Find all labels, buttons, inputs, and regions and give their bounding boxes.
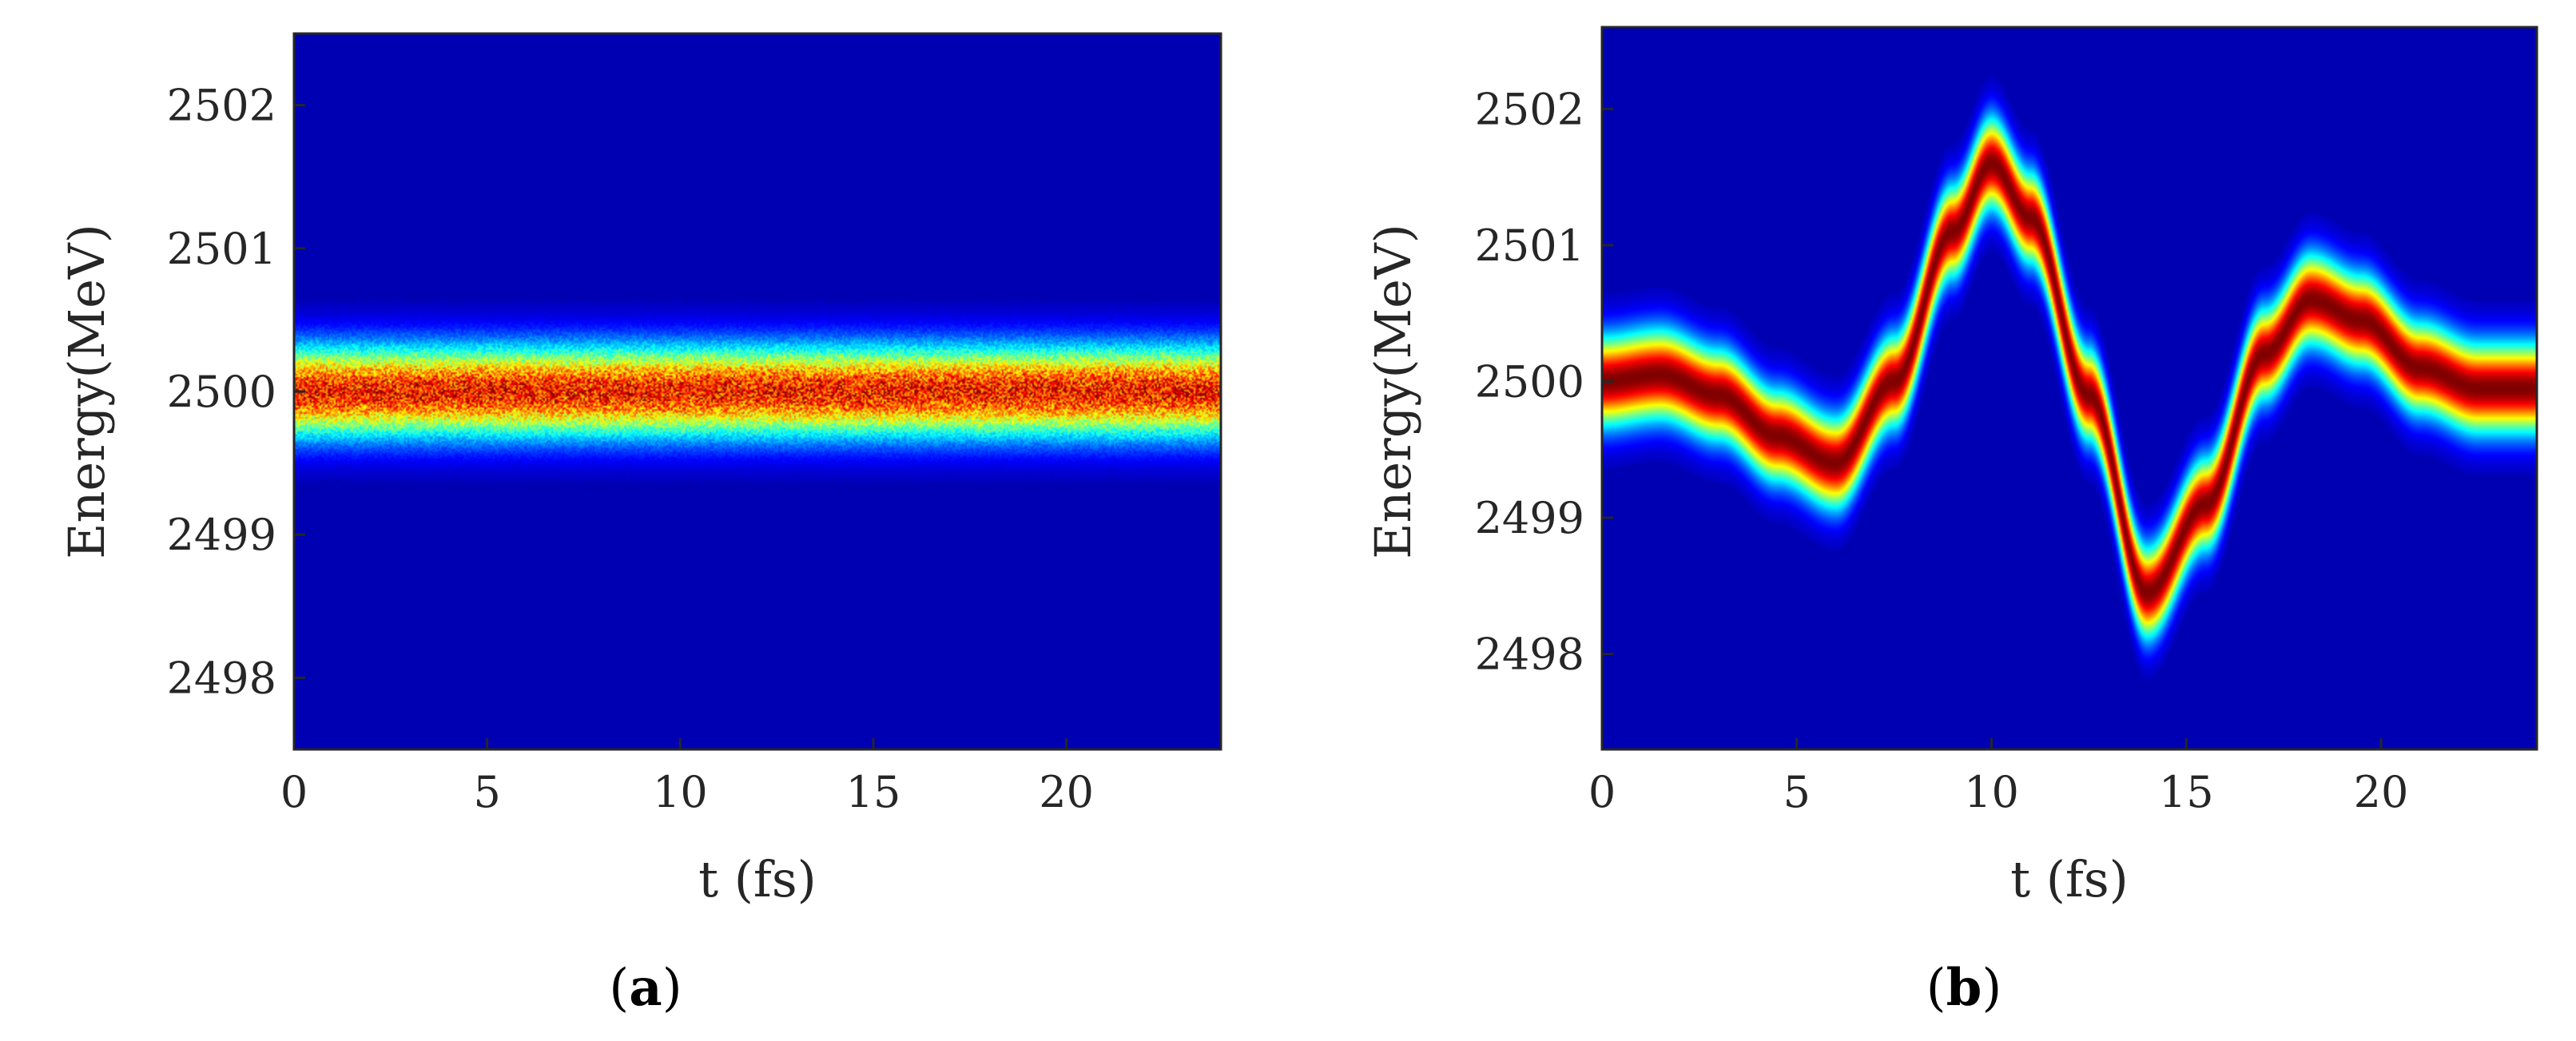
x-tick-label: 20 [2354,767,2409,817]
heatmap-image-b [1602,27,2537,749]
panel-b: 0 5 10 15 20 2498 2499 2500 2501 2502 t (fs) Ene… [1364,26,2538,1018]
y-tick-label: 2500 [1475,356,1584,407]
y-tick-label: 2501 [167,224,276,274]
heatmap-image-a [294,34,1221,749]
y-tick-label: 2499 [167,510,276,560]
x-tick-label: 10 [1964,767,2019,817]
y-ticks-b: 2498 2499 2500 2501 2502 [1475,84,1613,680]
y-ticks-a: 2498 2499 2500 2501 2502 [167,81,305,703]
x-axis-title-b: t (fs) [2010,850,2129,908]
panel-a: 0 5 10 15 20 2498 2499 2500 2501 2502 t (fs) Ene… [58,32,1222,1018]
y-tick-label: 2502 [1475,84,1584,134]
x-ticks-b: 0 5 10 15 20 [1588,738,2409,817]
x-axis-title-a: t (fs) [698,850,817,908]
y-axis-title-b: Energy(MeV) [1364,224,1422,559]
x-tick-label: 0 [1588,767,1616,817]
x-tick-label: 15 [846,767,901,817]
y-tick-label: 2500 [167,367,276,417]
y-tick-label: 2502 [167,81,276,131]
x-tick-label: 5 [473,767,500,817]
y-tick-label: 2498 [1475,630,1584,680]
x-tick-label: 20 [1039,767,1094,817]
x-tick-label: 10 [653,767,708,817]
x-tick-label: 0 [280,767,308,817]
x-ticks-a: 0 5 10 15 20 [280,738,1094,817]
panel-label-a: (a) [609,958,682,1018]
y-tick-label: 2499 [1475,493,1584,543]
x-tick-label: 5 [1783,767,1811,817]
y-tick-label: 2498 [167,653,276,703]
plot-frame-b [1600,26,2538,751]
y-axis-title-a: Energy(MeV) [58,224,116,559]
x-tick-label: 15 [2159,767,2214,817]
panel-label-b: (b) [1926,958,2002,1018]
y-tick-label: 2501 [1475,221,1584,271]
